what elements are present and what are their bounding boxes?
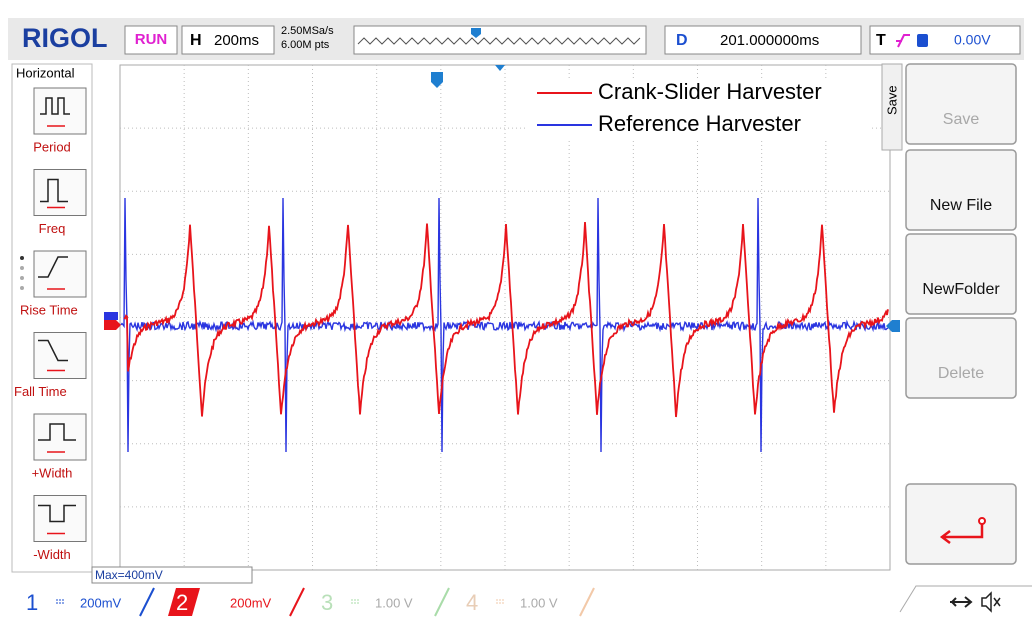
channel-number[interactable]: 2 (176, 590, 188, 615)
channel-number[interactable]: 4 (466, 590, 478, 615)
menu-button-label: Save (943, 111, 980, 128)
scope-screen: RIGOL RUN H 200ms 2.50MSa/s 6.00M pts D … (0, 0, 1032, 617)
legend-label: Crank-Slider Harvester (598, 79, 822, 104)
menu-button[interactable] (34, 251, 86, 297)
menu-label: Rise Time (20, 302, 78, 317)
ch1-marker (104, 312, 118, 320)
return-icon-dot (979, 518, 985, 524)
menu-button[interactable] (906, 318, 1016, 398)
delay: 201.000000ms (720, 32, 819, 49)
delay-label: D (676, 32, 688, 49)
channel-scale[interactable]: 200mV (80, 595, 122, 610)
menu-button[interactable] (34, 333, 86, 379)
menu-button-label: Delete (938, 365, 984, 382)
brand: RIGOL (22, 23, 108, 53)
channel-bar (0, 584, 1032, 617)
sample-rate: 2.50MSa/s (281, 25, 334, 37)
menu-button[interactable] (906, 150, 1016, 230)
measurement: Max=400mV (95, 568, 163, 582)
menu-button[interactable] (906, 234, 1016, 314)
menu-button[interactable] (906, 64, 1016, 144)
trigger-box[interactable] (870, 26, 1020, 54)
return-button[interactable] (906, 484, 1016, 564)
menu-page-dot (20, 256, 24, 260)
menu-label: Fall Time (14, 384, 67, 399)
menu-label: Freq (39, 221, 66, 236)
menu-button-label: NewFolder (922, 281, 1000, 298)
menu-label: Period (33, 139, 71, 154)
trigger-source-icon (917, 34, 928, 47)
channel-number[interactable]: 1 (26, 590, 38, 615)
channel-scale[interactable]: 200mV (230, 595, 272, 610)
menu-label: +Width (32, 465, 73, 480)
menu-button[interactable] (34, 414, 86, 460)
run-status: RUN (135, 31, 168, 48)
channel-scale[interactable]: 1.00 V (375, 595, 413, 610)
menu-title: Horizontal (16, 65, 75, 80)
trigger-label: T (876, 32, 886, 49)
menu-button-label: New File (930, 197, 992, 214)
channel-number[interactable]: 3 (321, 590, 333, 615)
menu-page-dot (20, 266, 24, 270)
menu-button[interactable] (34, 88, 86, 134)
menu-page-dot (20, 276, 24, 280)
legend-label: Reference Harvester (598, 111, 801, 136)
page: RIGOL RUN H 200ms 2.50MSa/s 6.00M pts D … (0, 0, 1032, 617)
save-tab-label: Save (884, 85, 899, 115)
menu-button[interactable] (34, 496, 86, 542)
channel-scale[interactable]: 1.00 V (520, 595, 558, 610)
menu-button[interactable] (34, 170, 86, 216)
trigger-level: 0.00V (954, 32, 991, 48)
menu-page-dot (20, 286, 24, 290)
timebase: 200ms (214, 32, 259, 49)
timebase-label: H (190, 32, 202, 49)
menu-label: -Width (33, 547, 71, 562)
memory-depth: 6.00M pts (281, 39, 330, 51)
